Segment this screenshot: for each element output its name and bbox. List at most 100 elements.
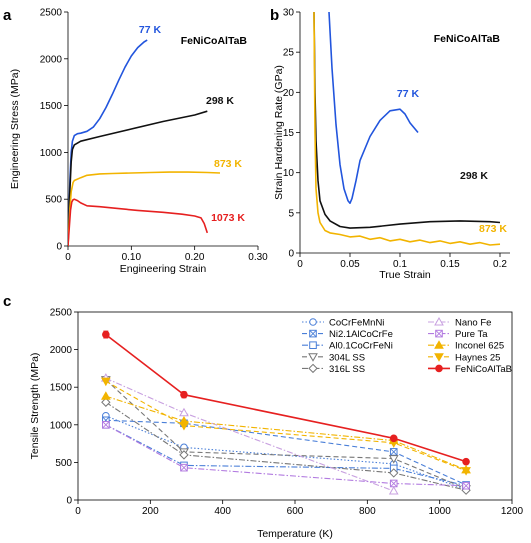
x-tick-label: 1200	[501, 506, 524, 517]
series-label-298-k: 298 K	[206, 95, 234, 107]
x-tick-label: 0.15	[440, 259, 460, 270]
legend-marker	[435, 329, 443, 338]
x-tick-label: 800	[359, 506, 376, 517]
y-tick-label: 2500	[40, 8, 63, 19]
data-point-pure-ta	[102, 421, 110, 429]
y-axis-label: Strain Hardening Rate (GPa)	[273, 65, 285, 200]
series-group	[100, 330, 471, 495]
chart-title: FeNiCoAlTaB	[434, 33, 501, 45]
legend-label: Pure Ta	[455, 329, 488, 340]
data-point-304l-ss	[388, 455, 399, 464]
series-line-1073-k	[68, 198, 209, 246]
legend-label: Ni2.1AlCoCrFe	[329, 329, 393, 340]
y-tick-label: 25	[283, 48, 295, 59]
legend-marker	[309, 318, 317, 326]
data-point-pure-ta	[462, 481, 470, 490]
panel-c-chart: 0 200 400 600 800 1000 1200 0 500 1000 1500 2000 250…	[29, 308, 524, 541]
series-label-77-k: 77 K	[139, 24, 162, 36]
x-axis-label: Engineering Strain	[120, 263, 207, 275]
series-line-nano-fe	[105, 377, 394, 492]
series-group	[68, 39, 221, 246]
panel-label-a: a	[3, 7, 12, 24]
y-tick-label: 5	[288, 208, 294, 219]
legend-marker	[309, 329, 317, 338]
x-tick-label: 200	[142, 506, 159, 517]
data-point-nano-fe	[179, 407, 189, 417]
x-tick-label: 0	[297, 259, 303, 270]
legend-marker	[308, 353, 318, 362]
series-line-873-k	[313, 12, 501, 246]
x-axis-label: True Strain	[379, 269, 431, 281]
legend: CoCrFeMnNiNi2.1AlCoCrFeAl0.1CoCrFeNi304L…	[302, 316, 512, 375]
series-line-77-k	[68, 39, 148, 246]
series-line-pure-ta	[105, 424, 467, 487]
series-label-873-k: 873 K	[214, 158, 242, 170]
x-tick-label: 0.10	[122, 252, 142, 263]
series-group	[313, 12, 501, 246]
series-label-77-k: 77 K	[397, 88, 420, 100]
data-point-316l-ss	[389, 468, 399, 478]
series-line-al0-1cocrfeni	[105, 424, 467, 487]
data-point-fenicoaltab	[462, 457, 470, 466]
y-tick-label: 30	[283, 8, 295, 19]
series-line-873-k	[68, 171, 221, 246]
data-point-fenicoaltab	[102, 330, 110, 339]
panel-label-c: c	[3, 293, 11, 310]
y-tick-label: 0	[56, 242, 62, 253]
y-tick-label: 2000	[50, 345, 73, 356]
x-tick-label: 0	[75, 506, 81, 517]
data-point-pure-ta	[389, 479, 398, 488]
y-tick-label: 500	[45, 195, 62, 206]
plot-frame	[77, 311, 513, 501]
x-tick-label: 600	[287, 506, 304, 517]
legend-label: Nano Fe	[455, 318, 491, 329]
series-line-298-k	[313, 12, 501, 229]
legend-label: 316L SS	[329, 364, 365, 375]
x-tick-label: 0.2	[493, 259, 507, 270]
legend-marker	[435, 364, 443, 373]
data-point-haynes-25	[179, 422, 189, 431]
y-tick-label: 500	[55, 458, 72, 469]
y-tick-label: 10	[283, 168, 295, 179]
y-tick-label: 0	[288, 249, 294, 260]
data-point-316l-ss	[179, 450, 189, 460]
data-point-nano-fe	[388, 485, 399, 495]
series-label-1073-k: 1073 K	[211, 212, 245, 224]
data-point-316l-ss	[101, 397, 111, 407]
legend-label: CoCrFeMnNi	[329, 318, 384, 329]
x-tick-label: 0.05	[340, 259, 360, 270]
chart-title: FeNiCoAlTaB	[181, 35, 248, 47]
legend-label: Haynes 25	[455, 352, 500, 363]
x-tick-label: 0	[65, 252, 71, 263]
legend-marker	[308, 363, 318, 374]
legend-label: Inconel 625	[455, 341, 504, 352]
panel-b-chart: 0 0.05 0.1 0.15 0.2 0 5 10 15 20 25 30 True Strain St…	[273, 8, 510, 281]
y-tick-label: 1500	[40, 101, 63, 112]
series-line-77-k	[328, 12, 419, 204]
x-tick-label: 0.1	[393, 259, 407, 270]
y-tick-label: 1000	[40, 148, 63, 159]
y-tick-label: 1000	[50, 420, 73, 431]
data-point-inconel-625	[100, 391, 111, 400]
x-tick-label: 0.20	[185, 252, 205, 263]
series-line-inconel-625	[105, 395, 467, 471]
y-axis-label: Engineering Stress (MPa)	[9, 69, 21, 189]
x-axis-label: Temperature (K)	[257, 528, 333, 540]
y-axis-label: Tensile Strength (MPa)	[29, 353, 41, 460]
data-point-haynes-25	[100, 377, 111, 387]
x-tick-label: 0.30	[248, 252, 268, 263]
y-tick-label: 2000	[40, 54, 63, 65]
series-label-873-k: 873 K	[479, 223, 507, 235]
legend-marker	[434, 340, 444, 349]
legend-marker	[434, 316, 444, 326]
y-tick-label: 2500	[50, 308, 73, 319]
series-line-haynes-25	[105, 380, 467, 472]
y-tick-label: 15	[283, 128, 295, 139]
data-point-fenicoaltab	[389, 434, 398, 443]
panel-a-chart: 0 0.10 0.20 0.30 0 500 1000 1500 2000 2500 Enginee…	[9, 8, 268, 276]
series-line-298-k	[68, 110, 208, 246]
data-point-fenicoaltab	[180, 390, 188, 399]
legend-marker	[309, 341, 317, 349]
series-line-316l-ss	[105, 401, 467, 491]
series-label-298-k: 298 K	[460, 170, 488, 182]
